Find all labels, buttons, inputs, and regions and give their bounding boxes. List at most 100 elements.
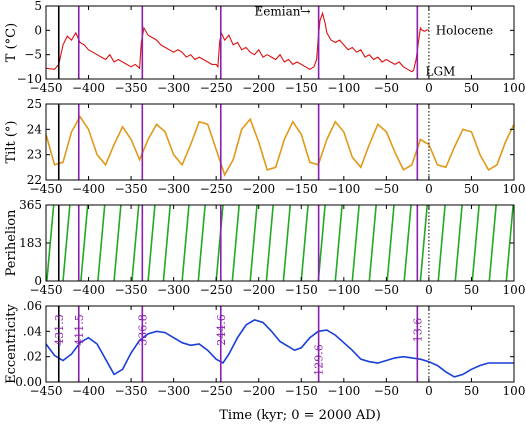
eccentricity-frame — [45, 305, 515, 383]
perihelion-segment-21 — [403, 205, 412, 281]
x-tick-label: 100 — [503, 182, 526, 196]
termination-label-0: 431.3 — [53, 314, 66, 346]
perihelion-segment-23 — [437, 205, 446, 281]
perihelion-segment-15 — [300, 205, 309, 281]
x-tick-label: −50 — [374, 182, 399, 196]
y-tick-label: .02 — [23, 350, 42, 364]
perihelion-segment-25 — [471, 205, 480, 281]
perihelion-segment-3 — [97, 205, 106, 281]
lgm-annotation: LGM — [426, 65, 456, 79]
perihelion-segment-6 — [147, 205, 156, 281]
perihelion-segment-17 — [334, 205, 343, 281]
termination-label-4: 129.6 — [313, 344, 326, 376]
termination-label-1: 411.5 — [73, 314, 86, 346]
perihelion-segment-10 — [215, 205, 224, 281]
y-tick-label: −5 — [24, 48, 42, 62]
x-tick-label: −350 — [115, 384, 148, 398]
tilt-frame — [45, 103, 515, 181]
x-tick-label: −100 — [327, 81, 360, 95]
perihelion-segment-14 — [282, 205, 292, 281]
x-tick-label: 0 — [425, 283, 433, 297]
x-tick-label: −350 — [115, 283, 148, 297]
eemian-annotation: Eemian→ — [255, 5, 311, 19]
x-tick-label: −300 — [157, 81, 190, 95]
tilt-data — [46, 115, 514, 177]
x-tick-label: −150 — [285, 283, 318, 297]
x-tick-label: −300 — [157, 384, 190, 398]
eccentricity-axis-label: Eccentricity — [4, 303, 19, 383]
x-tick-label: 100 — [503, 283, 526, 297]
x-tick-label: −450 — [30, 81, 63, 95]
perihelion-segment-9 — [197, 205, 206, 281]
x-tick-label: 0 — [425, 384, 433, 398]
panel-tilt: −450 −400 −350 −300 −250 −200 −150 −100 −50 0 50 10… — [4, 97, 525, 196]
perihelion-segment-13 — [265, 205, 274, 281]
termination-label-5: 13.6 — [411, 318, 424, 343]
x-tick-label: −150 — [285, 81, 318, 95]
x-tick-label: −100 — [327, 384, 360, 398]
y-tick-label: 0.00 — [15, 375, 42, 389]
perihelion-segment-7 — [162, 205, 172, 281]
x-tick-label: −350 — [115, 81, 148, 95]
y-tick-label: 183 — [19, 236, 42, 250]
perihelion-segment-5 — [131, 205, 140, 281]
x-tick-label: −400 — [72, 384, 105, 398]
y-tick-label: 0 — [34, 23, 42, 37]
x-tick-label: −400 — [72, 283, 105, 297]
x-tick-label: −250 — [200, 384, 233, 398]
x-tick-label: −50 — [374, 81, 399, 95]
x-tick-label: −200 — [242, 384, 275, 398]
perihelion-segment-11 — [231, 205, 240, 281]
x-tick-label: −150 — [285, 384, 318, 398]
perihelion-segment-26 — [488, 205, 497, 281]
temperature-axis-label: T (°C) — [4, 23, 19, 62]
y-tick-label: .06 — [23, 299, 42, 313]
x-tick-label: −150 — [285, 182, 318, 196]
x-tick-label: −400 — [72, 81, 105, 95]
panel-perihelion: −450 −400 −350 −300 −250 −200 −150 −100 −50 0 50 10… — [4, 198, 525, 297]
y-tick-label: 0 — [34, 274, 42, 288]
x-tick-label: −450 — [30, 283, 63, 297]
x-tick-label: 50 — [464, 182, 479, 196]
x-tick-label: −250 — [200, 81, 233, 95]
tilt-line — [46, 115, 514, 177]
x-tick-label: −300 — [157, 283, 190, 297]
x-tick-label: −400 — [72, 182, 105, 196]
temperature-data — [46, 11, 430, 73]
y-tick-label: 24 — [27, 122, 43, 136]
x-tick-label: 50 — [464, 81, 479, 95]
x-tick-label: −450 — [30, 182, 63, 196]
perihelion-segment-2 — [80, 205, 89, 281]
perihelion-segment-24 — [454, 205, 463, 281]
perihelion-segment-12 — [249, 205, 258, 281]
x-tick-label: 100 — [503, 81, 526, 95]
perihelion-segment-22 — [419, 205, 429, 281]
eccentricity-line — [46, 319, 514, 378]
y-tick-label: 365 — [19, 198, 42, 212]
x-tick-label: −100 — [327, 182, 360, 196]
perihelion-segment-0 — [46, 205, 55, 281]
temperature-line — [46, 11, 430, 73]
panel-temperature: −450 −400 −350 −300 −250 −200 −150 −100 −50 0 50 10… — [4, 0, 525, 95]
x-tick-label: −350 — [115, 182, 148, 196]
perihelion-segment-19 — [368, 205, 377, 281]
x-tick-label: −100 — [327, 283, 360, 297]
x-tick-label: 0 — [425, 81, 433, 95]
x-tick-label: −450 — [30, 384, 63, 398]
x-tick-label: −250 — [200, 283, 233, 297]
perihelion-segment-20 — [386, 205, 395, 281]
perihelion-axis-label: Perihelion — [4, 209, 19, 276]
panel-eccentricity: −450 −400 −350 −300 −250 −200 −150 −100 −50 0 50 10… — [4, 299, 525, 398]
termination-label-3: 244.6 — [215, 314, 228, 346]
y-tick-label: −10 — [17, 72, 42, 86]
perihelion-segment-1 — [62, 205, 71, 281]
x-tick-label: −200 — [242, 283, 275, 297]
x-axis-title: Time (kyr; 0 = 2000 AD) — [219, 408, 381, 423]
termination-label-2: 336.8 — [136, 314, 149, 346]
x-tick-label: 50 — [464, 384, 479, 398]
y-tick-label: .04 — [23, 324, 42, 338]
temperature-frame — [45, 5, 515, 80]
y-tick-label: 23 — [27, 148, 42, 162]
holocene-annotation: Holocene — [436, 23, 493, 37]
